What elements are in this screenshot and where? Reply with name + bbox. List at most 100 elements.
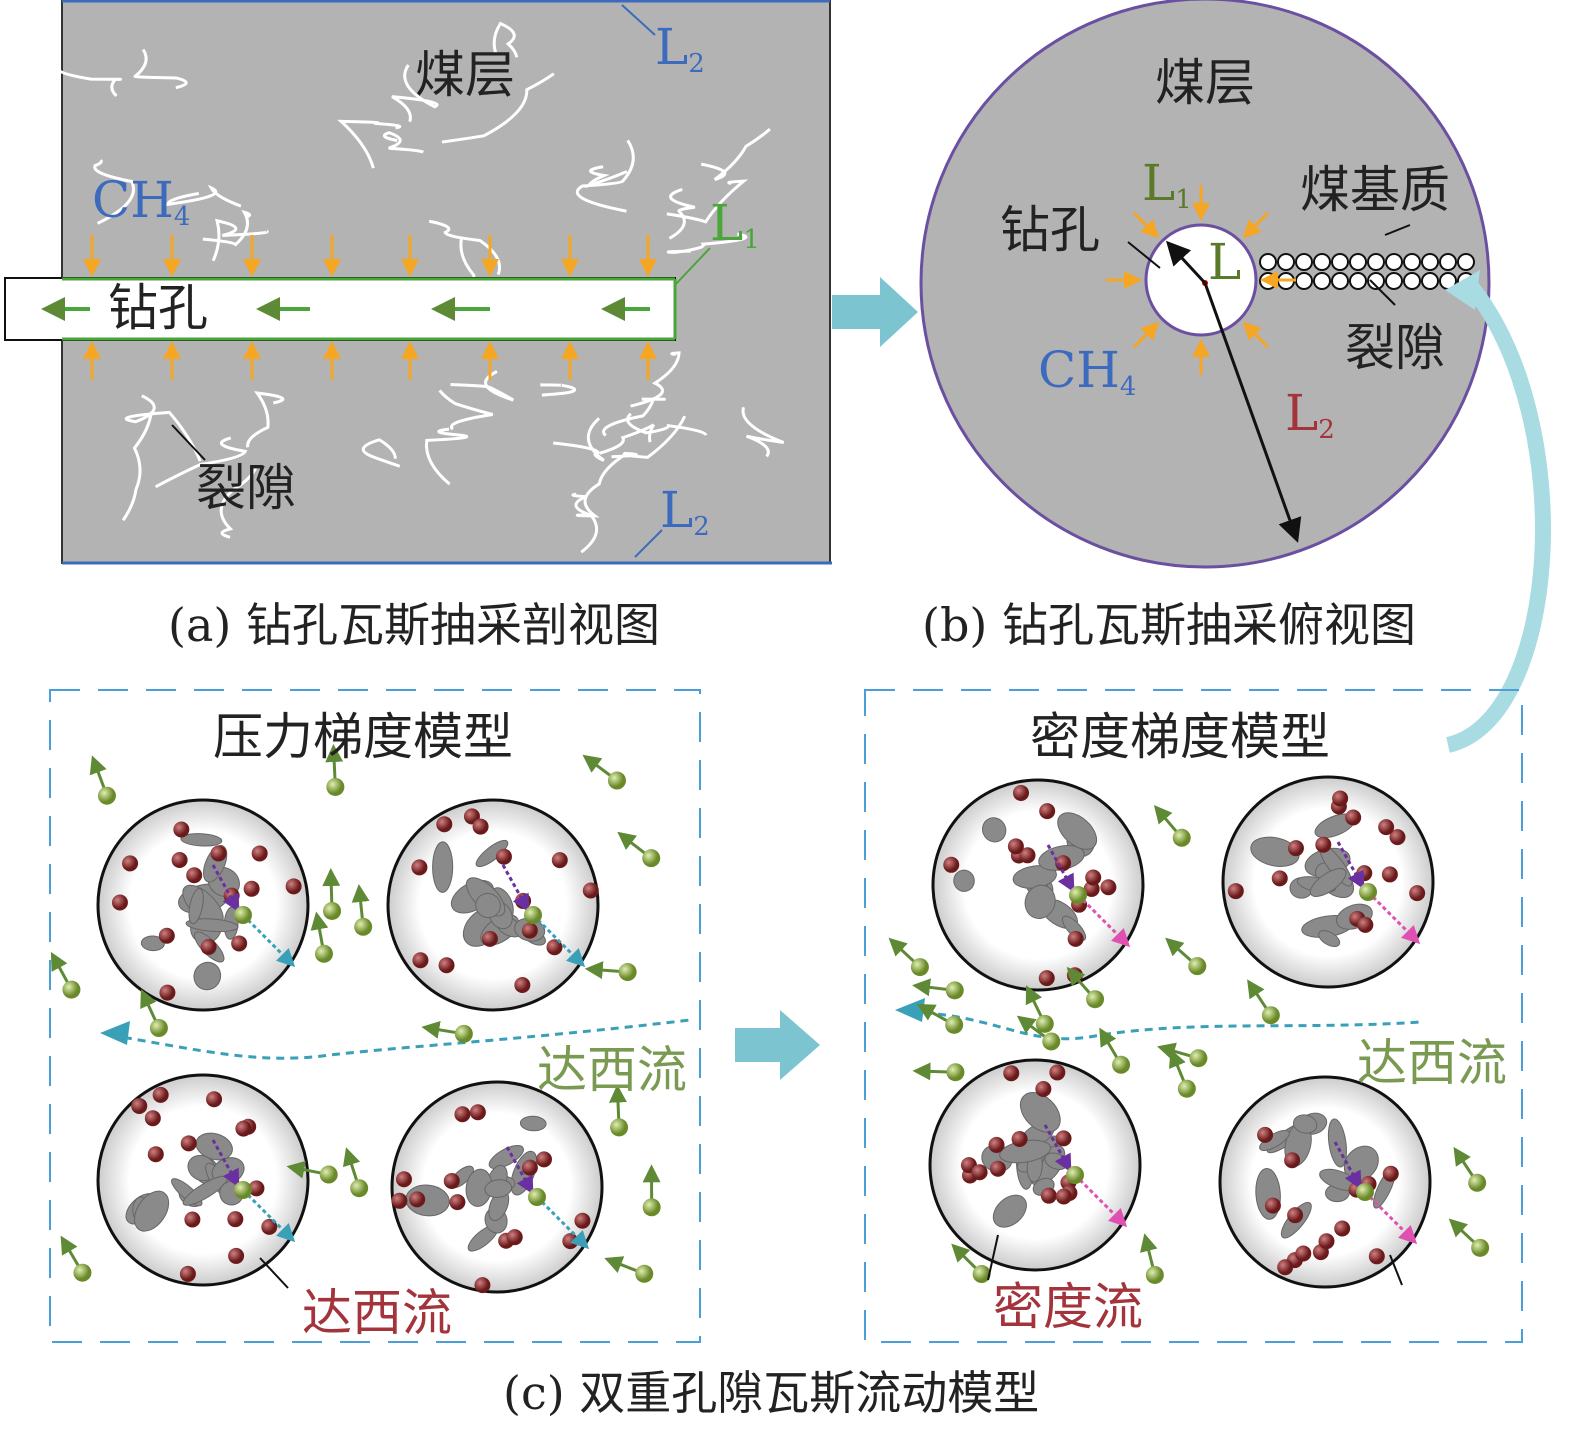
fracture-line [211,218,269,262]
adsorbed-gas-particle [1049,1064,1066,1081]
borehole-label: 钻孔 [108,279,208,337]
free-gas-particle [1086,990,1105,1009]
adsorbed-gas-particle [152,1086,169,1103]
adsorbed-gas-particle [1271,870,1288,887]
porous-matrix-particles [50,744,1490,1294]
adsorbed-gas-particle [495,848,512,865]
free-gas-particle [354,917,373,936]
adsorbed-gas-particle [1389,829,1406,846]
matrix-grain [1349,253,1367,271]
adsorbed-gas-particle [1357,916,1374,933]
free-gas-particle [234,906,252,924]
matrix-grain [1403,253,1421,271]
matrix-grain [1259,253,1277,271]
free-gas-particle [1188,957,1207,976]
matrix-grain [1295,272,1313,290]
adsorbed-gas-particle [1227,883,1244,900]
adsorbed-gas-particle [1039,803,1056,820]
porous-matrix [1218,1075,1432,1289]
adsorbed-gas-particle [582,882,599,899]
fracture-line [438,389,494,431]
free-gas-particle [642,1198,661,1217]
gas-arrow [1132,321,1160,349]
adsorbed-gas-particle [159,984,176,1001]
fracture-line [666,232,748,254]
fracture-line [361,438,401,468]
free-gas-particle [1066,1166,1084,1184]
adsorbed-gas-particle [506,1229,523,1246]
l1-label: L1 [710,194,760,255]
density-flow-label: 密度流 [993,1278,1143,1336]
fracture-line [571,492,599,554]
free-gas-particle [1112,1055,1131,1074]
adsorbed-gas-particle [1334,1220,1351,1237]
fracture-line [611,415,687,459]
adsorbed-gas-particle [1055,1130,1072,1147]
free-gas-particle [607,771,626,790]
adsorbed-gas-particle [186,867,203,884]
adsorbed-gas-particle [1085,869,1102,886]
adsorbed-gas-particle [1264,1197,1281,1214]
free-gas-particle [234,1181,252,1199]
adsorbed-gas-particle [412,952,429,969]
fracture-line [424,427,469,486]
fracture-line [166,184,242,208]
adsorbed-gas-particle [1012,784,1029,801]
adsorbed-gas-particle [438,957,455,974]
adsorbed-gas-particle [988,1136,1005,1153]
free-gas-particle [642,849,661,868]
darcy-flow-label-right: 达西流 [1357,1034,1507,1092]
free-gas-particle [1471,1238,1490,1257]
adsorbed-gas-particle [1409,885,1426,902]
adsorbed-gas-particle [111,894,128,911]
curved-arrow-icon [1445,279,1551,753]
adsorbed-gas-particle [180,1135,197,1152]
darcy-flow-label-bottom: 达西流 [302,1284,452,1342]
adsorbed-gas-particle [546,939,563,956]
fracture-label: 裂隙 [196,459,296,517]
free-gas-particle [62,980,81,999]
matrix-grain [1277,253,1295,271]
l-label: L [1208,233,1242,291]
fracture-line [428,219,502,276]
fracture-line [575,139,635,213]
adsorbed-gas-particle [1055,855,1072,872]
adsorbed-gas-particle [158,927,175,944]
radial-gas-arrows [1106,185,1296,375]
adsorbed-gas-particle [179,1265,196,1282]
borehole-label-b: 钻孔 [1000,201,1100,259]
adsorbed-gas-particle [231,935,248,952]
adsorbed-gas-particle [1284,1152,1301,1169]
fracture-line [337,119,402,169]
free-gas-particle [97,786,116,805]
free-gas-particle [1042,1032,1061,1051]
matrix-grain [1331,272,1349,290]
l2-label-b: L2 [1285,384,1335,445]
fracture-line [626,412,708,437]
fracture-line [391,64,439,123]
fracture-line [540,383,577,397]
free-gas-particle [1145,1265,1164,1284]
free-gas-particle [1172,828,1191,847]
fracture-line [57,68,122,97]
matrix-grain [1421,272,1439,290]
matrix-grain [1385,272,1403,290]
adsorbed-gas-particle [261,1218,278,1235]
matrix-grain [1349,272,1367,290]
free-gas-particle [635,1264,654,1283]
adsorbed-gas-particle [411,859,428,876]
adsorbed-gas-particle [535,1151,552,1168]
porous-matrix [386,798,600,1012]
ch4-label-b: CH4 [1038,341,1137,402]
adsorbed-gas-particle [1318,1233,1335,1250]
density-gradient-title: 密度梯度模型 [1030,708,1330,766]
matrix-grain [1385,253,1403,271]
free-gas-particle [618,963,637,982]
adsorbed-gas-particle [228,1247,245,1264]
adsorbed-gas-particle [391,1192,408,1209]
matrix-grain [1313,272,1331,290]
free-gas-particle [1189,1049,1208,1068]
adsorbed-gas-particle [1277,1259,1294,1276]
fracture-line [121,411,153,522]
adsorbed-gas-particle [1287,1207,1304,1224]
